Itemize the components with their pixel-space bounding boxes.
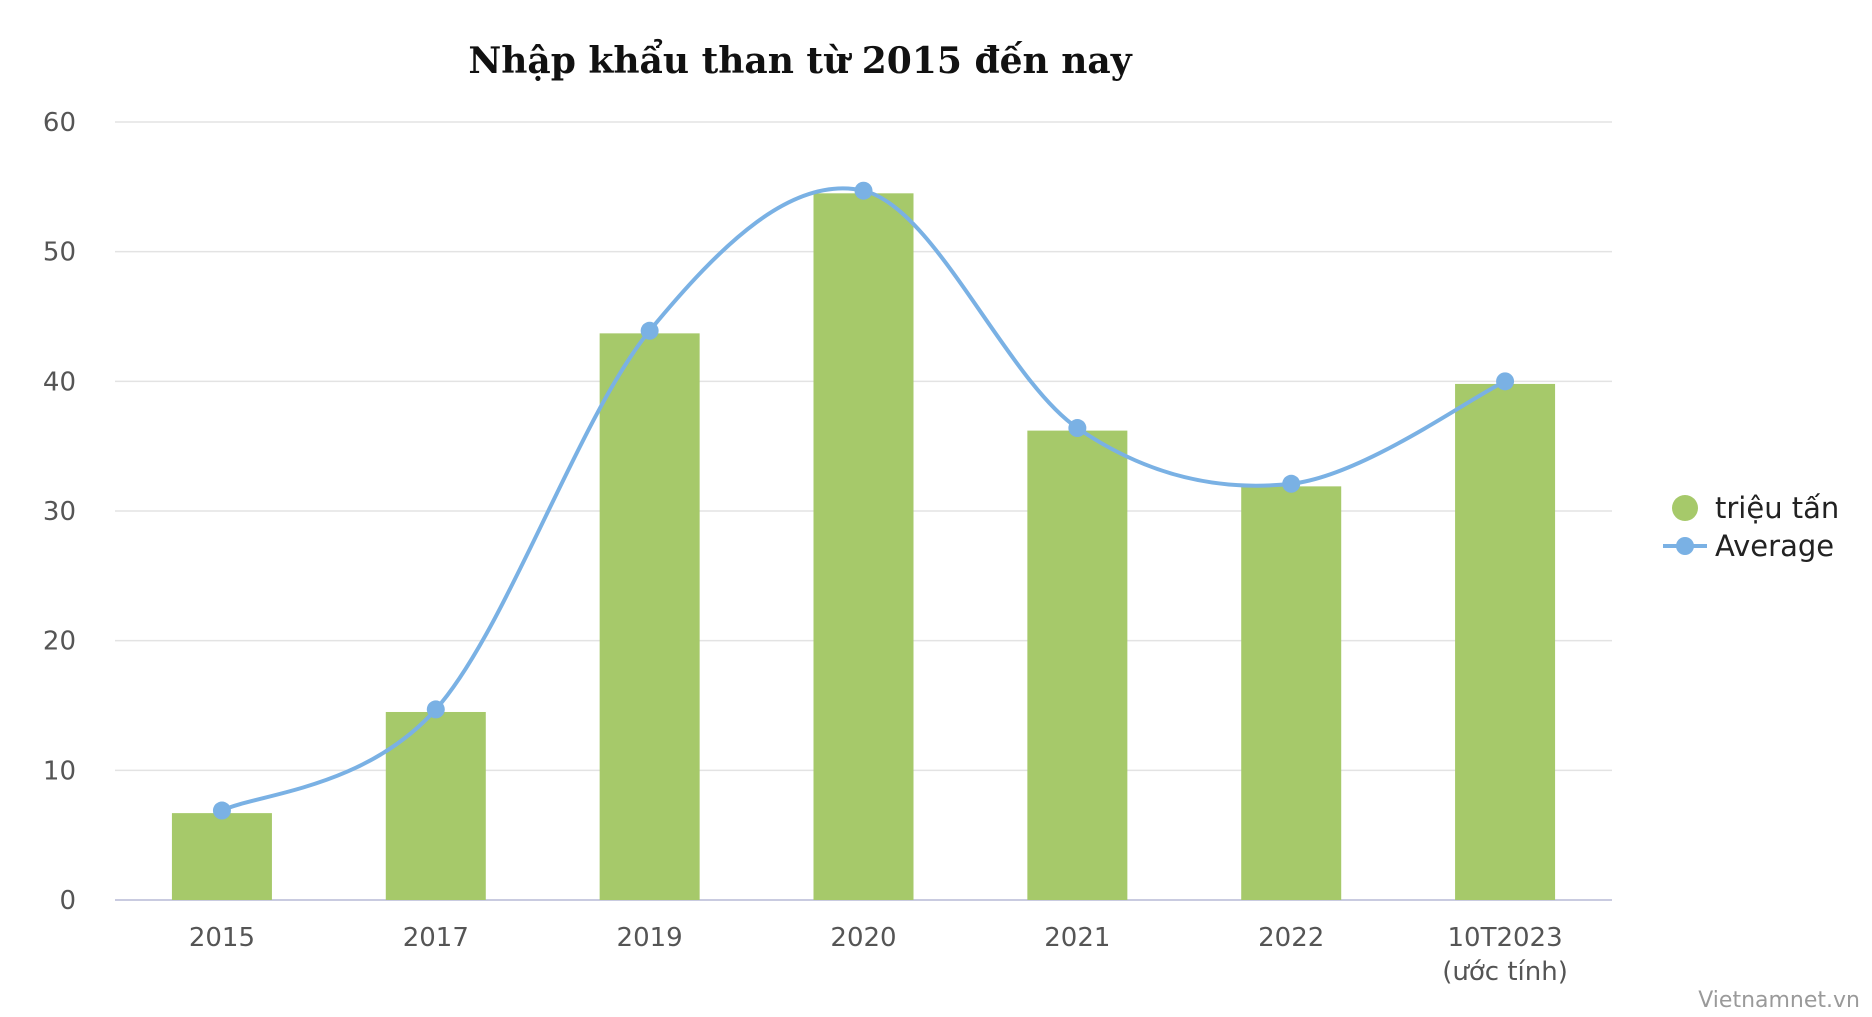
chart-title: Nhập khẩu than từ 2015 đến nay (468, 40, 1132, 82)
line-point (426, 700, 445, 719)
x-tick-label: 2017 (403, 923, 469, 953)
legend-line-point (1676, 537, 1694, 555)
x-axis: 2015 2017 2019 2020 2021 2022 10T2023 (ước tính… (189, 923, 1568, 987)
line-point (1068, 419, 1087, 438)
bar-series (171, 193, 1556, 901)
bar (1241, 486, 1342, 900)
y-tick-label: 50 (43, 238, 76, 268)
y-tick-label: 0 (59, 886, 76, 916)
y-tick-label: 40 (43, 367, 76, 397)
x-tick-label: 2021 (1044, 923, 1110, 953)
average-line (221, 186, 1506, 813)
y-tick-label: 60 (43, 108, 76, 138)
bar (1027, 430, 1128, 900)
bar (599, 333, 700, 900)
x-tick-label: 2015 (189, 923, 255, 953)
bar (813, 193, 914, 901)
y-tick-label: 30 (43, 497, 76, 527)
y-tick-label: 10 (43, 756, 76, 786)
legend: triệu tấn Average (1663, 491, 1839, 563)
line-series (212, 181, 1515, 820)
bar (1455, 383, 1556, 901)
line-point (640, 321, 659, 340)
x-tick-label: 10T2023 (ước tính) (1442, 923, 1568, 987)
y-axis: 0 10 20 30 40 50 60 (43, 108, 76, 916)
legend-bar-marker (1672, 495, 1698, 521)
x-tick-label: 2020 (830, 923, 896, 953)
line-point (1282, 474, 1301, 493)
bar (385, 711, 486, 900)
watermark: Vietnamnet.vn (1698, 988, 1860, 1013)
legend-label-bar: triệu tấn (1715, 491, 1839, 525)
bar (171, 813, 272, 900)
y-tick-label: 20 (43, 627, 76, 657)
x-tick-label: 2019 (617, 923, 683, 953)
line-point (212, 801, 231, 820)
line-point (1496, 372, 1515, 391)
line-point (854, 181, 873, 200)
legend-label-line: Average (1715, 529, 1834, 563)
x-tick-label: 2022 (1258, 923, 1324, 953)
